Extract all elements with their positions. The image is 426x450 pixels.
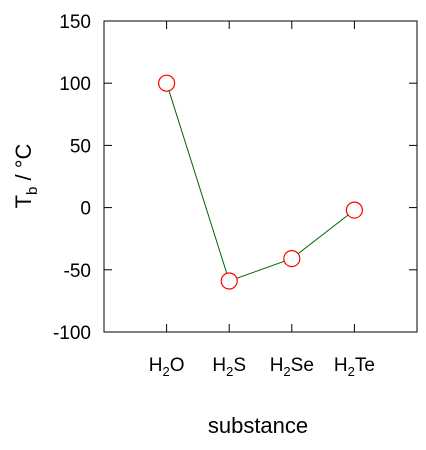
plot-frame	[103, 20, 418, 333]
y-axis-label: Tb / °C	[11, 143, 41, 208]
x-axis-ticks: H2O H2S H2Se H2Te	[149, 21, 375, 379]
y-tick-label: 0	[80, 199, 91, 220]
y-tick-label: 150	[59, 12, 91, 33]
y-tick-label: -100	[53, 323, 91, 344]
series-layer	[158, 74, 363, 290]
x-tick-label: H2Te	[334, 355, 375, 379]
y-axis-ticks: -100 -50 0 50 100 150	[53, 12, 417, 344]
x-tick-label: H2O	[149, 355, 185, 379]
x-tick-label: H2Se	[270, 355, 314, 379]
data-point-marker	[220, 272, 238, 290]
y-tick-label: 50	[70, 136, 91, 157]
x-axis-label: substance	[208, 413, 308, 438]
series-line	[166, 83, 355, 282]
y-tick-label: -50	[64, 261, 91, 282]
data-point-marker	[345, 201, 363, 219]
data-point-marker	[158, 74, 176, 92]
data-point-marker	[283, 250, 301, 268]
x-tick-label: H2S	[212, 355, 246, 379]
y-tick-label: 100	[59, 74, 91, 95]
